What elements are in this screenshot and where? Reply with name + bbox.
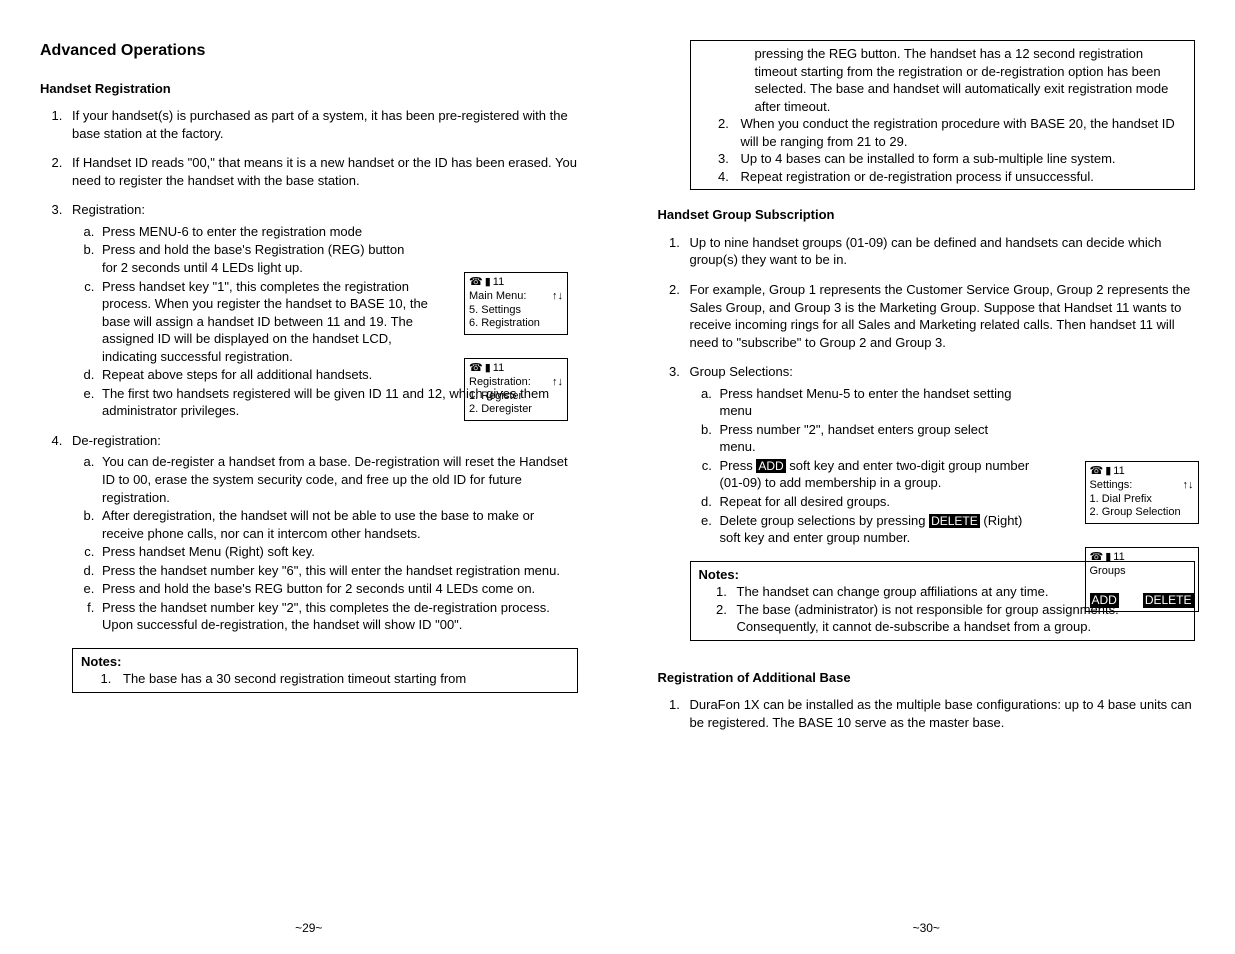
page-container: Advanced Operations Handset Registration… <box>0 0 1235 954</box>
notes-title: Notes: <box>699 567 739 582</box>
lcd-main-menu: ☎ ▮ 11 Main Menu: ↑↓ 5. Settings 6. Regi… <box>464 272 568 335</box>
updown-icon: ↑↓ <box>1183 479 1194 493</box>
section-group-subscription: Handset Group Subscription <box>658 206 1196 224</box>
battery-icon: ▮ <box>485 362 491 376</box>
list-item: Press and hold the base's Registration (… <box>98 241 418 276</box>
list-item: Up to 4 bases can be installed to form a… <box>733 150 1187 168</box>
phone-icon: ☎ <box>469 276 483 290</box>
list-item: Repeat registration or de-registration p… <box>733 168 1187 186</box>
list-item: Press and hold the base's REG button for… <box>98 580 578 598</box>
lcd-line: Main Menu: ↑↓ <box>469 290 563 304</box>
updown-icon: ↑↓ <box>552 290 563 304</box>
notes-list: The base has a 30 second registration ti… <box>81 670 569 688</box>
notes-box: Notes: The base has a 30 second registra… <box>72 648 578 693</box>
handset-id: 11 <box>493 362 504 376</box>
list-item: Press MENU-6 to enter the registration m… <box>98 223 418 241</box>
updown-icon: ↑↓ <box>552 376 563 390</box>
lcd-registration-menu: ☎ ▮ 11 Registration: ↑↓ 1. Register 2. D… <box>464 358 568 421</box>
item-intro: Group Selections: <box>690 364 793 379</box>
phone-icon: ☎ <box>1090 551 1104 565</box>
list-item: De-registration: You can de-register a h… <box>66 432 578 634</box>
list-item: You can de-register a handset from a bas… <box>98 453 578 506</box>
battery-icon: ▮ <box>1105 465 1111 479</box>
item-intro: De-registration: <box>72 433 161 448</box>
notes-list-cont: When you conduct the registration proced… <box>699 115 1187 185</box>
add-softkey-label: ADD <box>756 459 785 473</box>
list-item: When you conduct the registration proced… <box>733 115 1187 150</box>
list-item: Press handset key "1", this completes th… <box>98 278 438 366</box>
lcd-groups-menu: ☎ ▮ 11 Groups ADD DELETE <box>1085 547 1199 612</box>
page-number: ~29~ <box>0 920 618 936</box>
lcd-line: 1. Dial Prefix <box>1090 493 1194 507</box>
list-item: Press handset Menu-5 to enter the handse… <box>716 385 1026 420</box>
lcd-spacer <box>1090 579 1194 591</box>
list-item: Press number "2", handset enters group s… <box>716 421 1026 456</box>
list-item: Press the handset number key "6", this w… <box>98 562 578 580</box>
lcd-line: 5. Settings <box>469 304 563 318</box>
battery-icon: ▮ <box>485 276 491 290</box>
notes-box-continued: pressing the REG button. The handset has… <box>690 40 1196 190</box>
lcd-line: 2. Group Selection <box>1090 506 1194 520</box>
phone-icon: ☎ <box>1090 465 1104 479</box>
phone-icon: ☎ <box>469 362 483 376</box>
list-item: Press handset Menu (Right) soft key. <box>98 543 578 561</box>
lcd-settings-menu: ☎ ▮ 11 Settings: ↑↓ 1. Dial Prefix 2. Gr… <box>1085 461 1199 524</box>
lcd-status-row: ☎ ▮ 11 <box>469 362 563 376</box>
add-softkey: ADD <box>1090 593 1119 608</box>
lcd-text: Settings: <box>1090 479 1133 491</box>
list-item: The base has a 30 second registration ti… <box>115 670 569 688</box>
list-item: Press the handset number key "2", this c… <box>98 599 578 634</box>
section-handset-registration: Handset Registration <box>40 80 578 98</box>
lcd-line: 1. Register <box>469 390 563 404</box>
lcd-status-row: ☎ ▮ 11 <box>1090 551 1194 565</box>
delete-softkey-label: DELETE <box>929 514 980 528</box>
step-text: Press and hold the base's Registration (… <box>102 242 404 275</box>
notes-title: Notes: <box>81 654 121 669</box>
list-item: After deregistration, the handset will n… <box>98 507 578 542</box>
step-text: Press number "2", handset enters group s… <box>720 422 989 455</box>
section-additional-base: Registration of Additional Base <box>658 669 1196 687</box>
battery-icon: ▮ <box>1105 551 1111 565</box>
page-title: Advanced Operations <box>40 40 578 62</box>
lcd-text: Registration: <box>469 376 531 388</box>
list-item: For example, Group 1 represents the Cust… <box>684 281 1196 351</box>
page-number: ~30~ <box>618 920 1235 936</box>
step-text: Press MENU-6 to enter the registration m… <box>102 224 362 239</box>
note-continuation: pressing the REG button. The handset has… <box>699 45 1187 115</box>
lcd-line: 6. Registration <box>469 317 563 331</box>
step-text: Delete group selections by pressing <box>720 513 930 528</box>
handset-id: 11 <box>1113 465 1124 479</box>
lcd-line: Registration: ↑↓ <box>469 376 563 390</box>
step-text: Press handset key "1", this completes th… <box>102 279 428 364</box>
list-item: Up to nine handset groups (01-09) can be… <box>684 234 1196 269</box>
handset-id: 11 <box>1113 551 1124 565</box>
handset-id: 11 <box>493 276 504 290</box>
list-item: If your handset(s) is purchased as part … <box>66 107 578 142</box>
softkey-row: ADD DELETE <box>1090 593 1194 608</box>
list-item: If Handset ID reads "00," that means it … <box>66 154 578 189</box>
list-item: Press ADD soft key and enter two-digit g… <box>716 457 1036 492</box>
lcd-text: Main Menu: <box>469 290 526 302</box>
step-text: Press handset Menu-5 to enter the handse… <box>720 386 1012 419</box>
page-left: Advanced Operations Handset Registration… <box>0 0 618 954</box>
deregistration-steps: You can de-register a handset from a bas… <box>72 453 578 633</box>
item-intro: Registration: <box>72 202 145 217</box>
lcd-line: Settings: ↑↓ <box>1090 479 1194 493</box>
additional-base-list: DuraFon 1X can be installed as the multi… <box>658 696 1196 731</box>
lcd-line: 2. Deregister <box>469 403 563 417</box>
page-right: pressing the REG button. The handset has… <box>618 0 1235 954</box>
lcd-status-row: ☎ ▮ 11 <box>1090 465 1194 479</box>
lcd-status-row: ☎ ▮ 11 <box>469 276 563 290</box>
delete-softkey: DELETE <box>1143 593 1194 608</box>
list-item: Delete group selections by pressing DELE… <box>716 512 1036 547</box>
step-text: Press <box>720 458 757 473</box>
lcd-line: Groups <box>1090 565 1194 579</box>
list-item: DuraFon 1X can be installed as the multi… <box>684 696 1196 731</box>
